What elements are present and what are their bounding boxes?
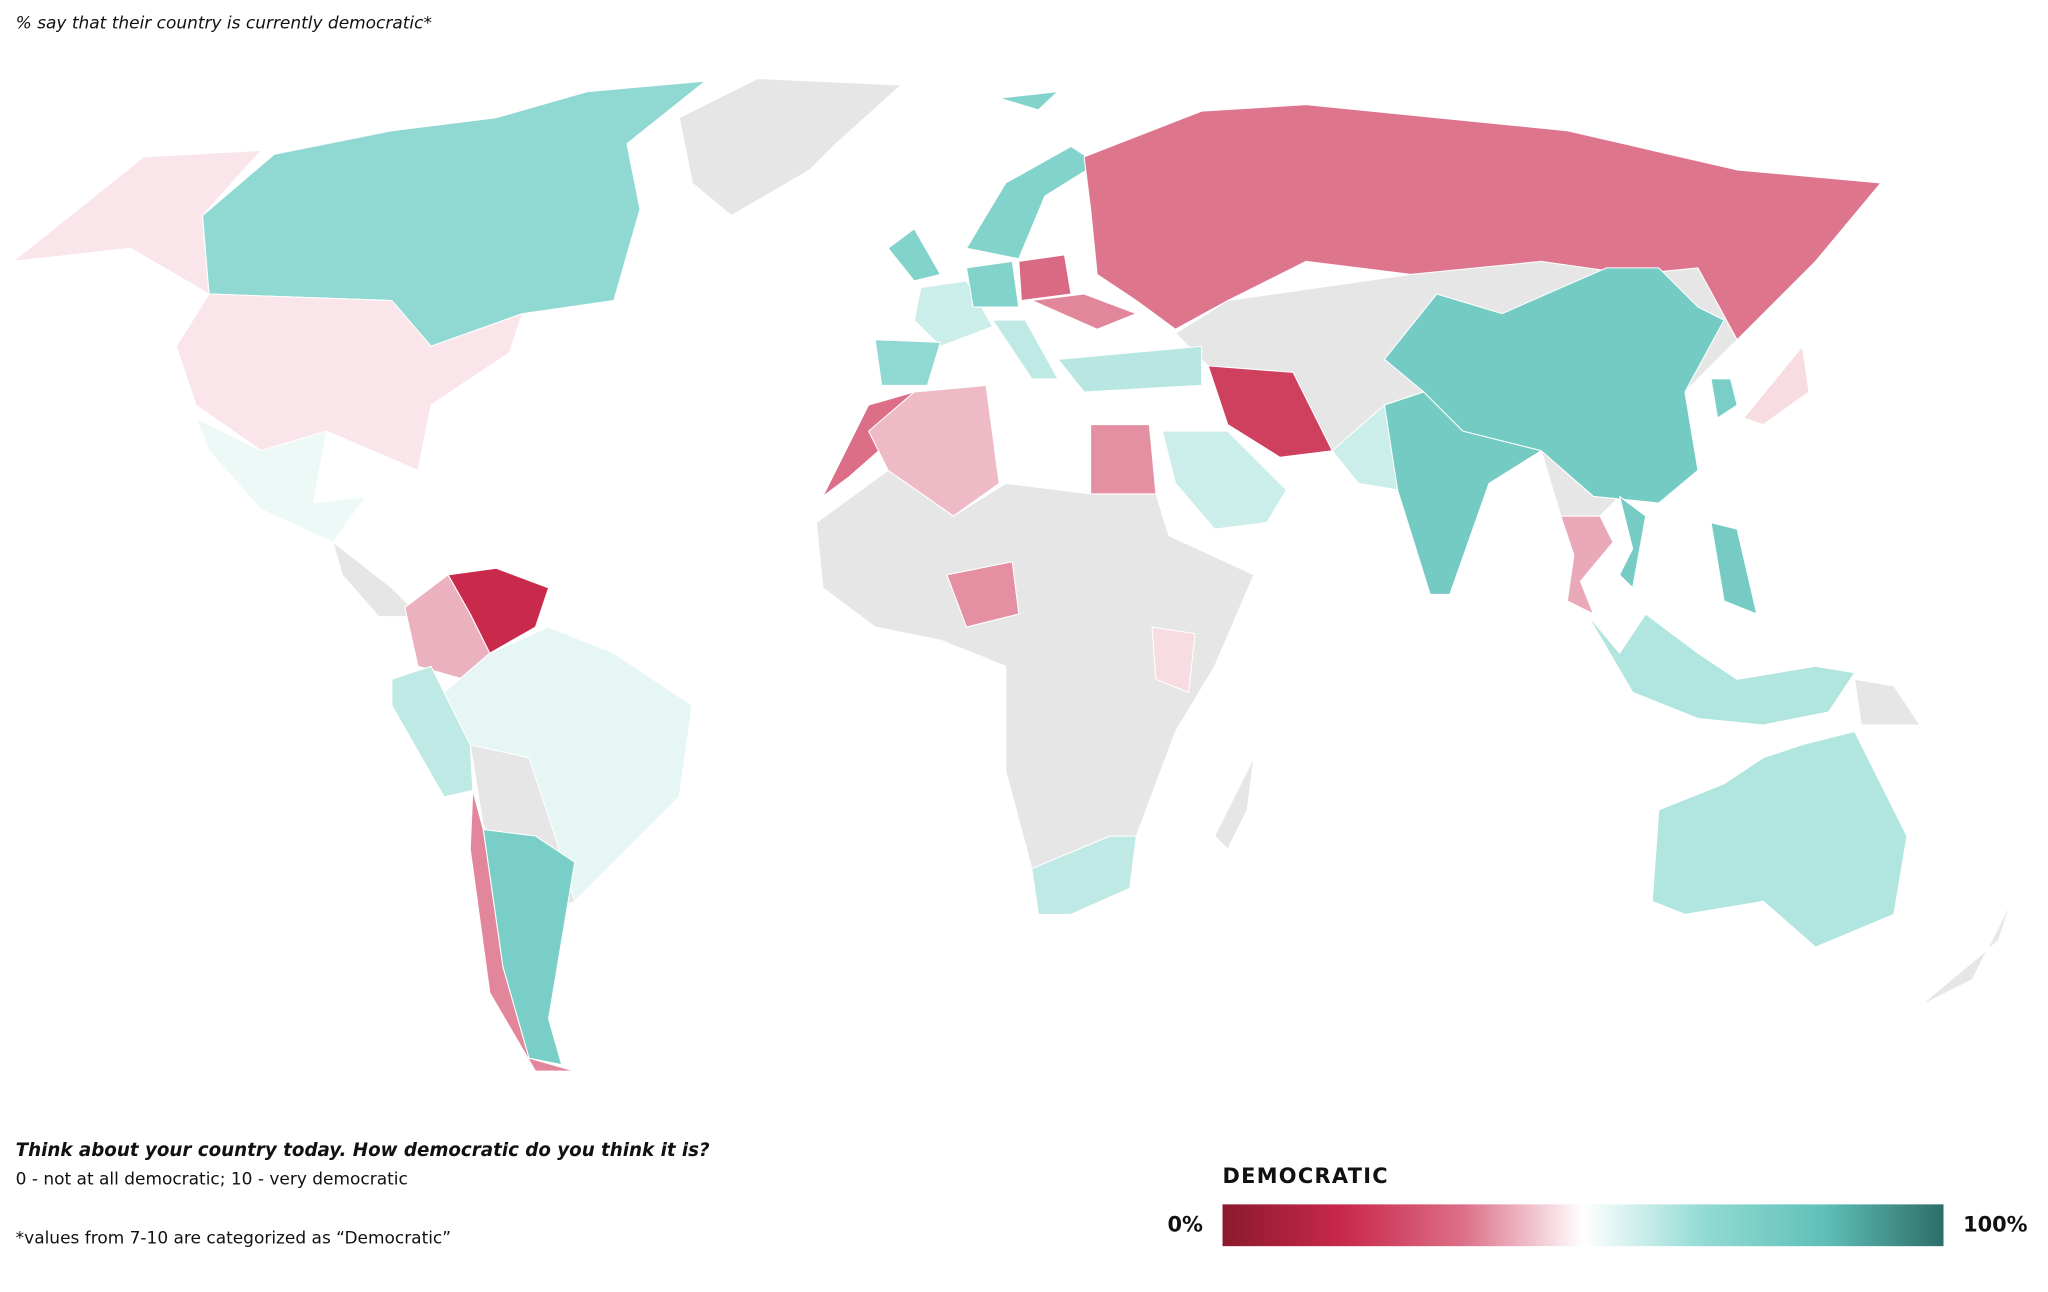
region: [1090, 424, 1157, 495]
legend-max-label: 100%: [1963, 1212, 2028, 1236]
region: [966, 260, 1020, 308]
region: [1018, 254, 1072, 302]
scale-note: 0 - not at all democratic; 10 - very dem…: [16, 1170, 408, 1190]
region: [1710, 522, 1758, 615]
region: [1161, 430, 1288, 530]
legend-gradient: [1222, 1204, 1944, 1247]
world-map: [12, 77, 2012, 1072]
region: [469, 789, 576, 1072]
region: [998, 91, 1059, 111]
region: [1083, 104, 1882, 341]
new-zealand: [1919, 900, 2012, 1007]
region: [992, 319, 1059, 380]
region: [1710, 378, 1738, 419]
region: [175, 293, 523, 471]
region: [887, 228, 941, 282]
region: [1586, 613, 1856, 726]
question: Think about your country today. How demo…: [16, 1140, 710, 1161]
subtitle: % say that their country is currently de…: [16, 14, 432, 34]
region: [1619, 495, 1647, 589]
region: [1031, 293, 1137, 330]
region: [443, 626, 693, 902]
region: [195, 417, 367, 543]
madagascar: [1214, 757, 1255, 850]
africa-grey: [815, 469, 1255, 870]
region: [1331, 404, 1399, 491]
region: [1057, 345, 1203, 393]
region: [966, 145, 1098, 260]
region: [1560, 515, 1614, 615]
legend-min-label: 0%: [1167, 1212, 1203, 1236]
region: [874, 339, 941, 386]
region: [1651, 731, 1908, 948]
region: [391, 665, 474, 798]
papua: [1854, 678, 1921, 726]
footnote: *values from 7-10 are categorized as “De…: [16, 1228, 451, 1248]
region: [12, 149, 262, 295]
region: [1743, 345, 1810, 426]
region: [868, 384, 1000, 517]
region: [1151, 626, 1196, 693]
central-america: [332, 541, 422, 618]
region: [946, 561, 1020, 628]
greenland: [678, 77, 902, 217]
region: [1207, 365, 1333, 458]
legend-title: DEMOCRATIC: [1223, 1164, 1389, 1188]
region: [1031, 835, 1137, 915]
